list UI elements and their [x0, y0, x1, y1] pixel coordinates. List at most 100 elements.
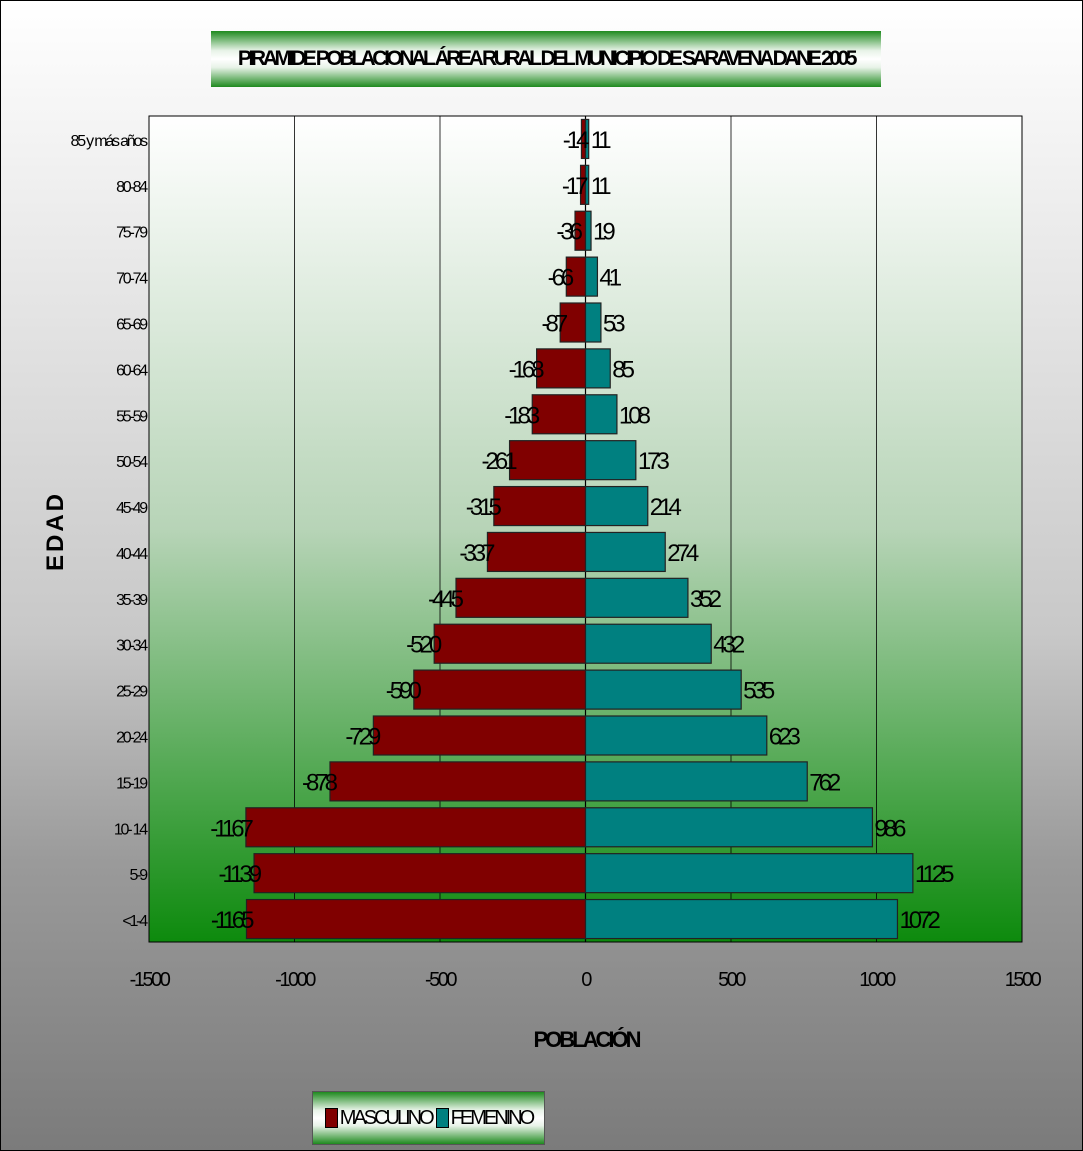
data-label-masculino: -168: [509, 356, 545, 383]
bar-masculino: [531, 394, 587, 435]
data-label-masculino: -1167: [210, 815, 253, 842]
legend-item-femenino: FEMENINO: [435, 1106, 536, 1130]
y-axis-label: EDAD: [42, 490, 69, 572]
y-tick-label: 80-84: [116, 179, 148, 196]
x-tick-label: -1500: [130, 969, 171, 991]
bar-masculino: [245, 898, 587, 940]
bars: [245, 118, 914, 940]
y-tick-labels: 85 y más años 80-84 75-79 70-74 65-69 60-64 55…: [71, 133, 151, 930]
bar-femenino: [584, 348, 611, 389]
y-tick-label: 50-54: [116, 454, 148, 471]
bar-femenino: [584, 531, 666, 573]
data-label-femenino: 986: [874, 815, 906, 842]
y-tick-label: 45-49: [116, 500, 148, 517]
data-label-masculino: -590: [386, 678, 422, 705]
x-tick-label: 1000: [859, 969, 896, 991]
y-tick-label: 30-34: [116, 638, 148, 655]
legend-label-masculino: MASCULINO: [339, 1106, 435, 1129]
data-label-masculino: -261: [482, 448, 518, 475]
legend-item-masculino: MASCULINO: [324, 1106, 435, 1130]
bar-masculino: [329, 761, 587, 802]
x-tick-label: 500: [718, 969, 746, 991]
chart-title: PIRAMIDE POBLACIONAL ÁREA RURAL DEL MUNI…: [237, 47, 858, 70]
data-label-masculino: -183: [504, 402, 540, 429]
x-tick-label: -500: [425, 969, 457, 991]
bar-femenino: [584, 164, 590, 205]
data-label-femenino: 274: [667, 540, 699, 567]
data-label-femenino: 762: [809, 769, 841, 796]
bar-masculino: [253, 853, 587, 894]
data-label-masculino: -14: [563, 127, 589, 154]
bar-femenino: [584, 485, 649, 527]
bar-masculino: [536, 348, 587, 389]
bar-masculino: [493, 485, 587, 527]
bar-femenino: [584, 623, 712, 664]
y-tick-label: 5-9: [129, 867, 148, 884]
bar-femenino: [584, 715, 768, 756]
data-label-masculino: -17: [562, 173, 588, 200]
data-label-masculino: -1165: [211, 907, 254, 934]
legend-swatch-masculino: [324, 1108, 338, 1128]
bar-masculino: [455, 577, 587, 618]
data-label-femenino: 173: [638, 448, 670, 475]
bar-femenino: [584, 210, 592, 251]
data-label-femenino: 108: [619, 402, 651, 429]
data-label-masculino: -337: [459, 540, 495, 567]
x-tick-label: -1000: [275, 969, 316, 991]
bar-femenino: [584, 302, 602, 343]
bar-femenino: [584, 853, 914, 894]
gridlines: [294, 116, 877, 942]
y-tick-label: 35-39: [116, 592, 148, 609]
bar-masculino: [508, 440, 587, 481]
y-tick-label: 25-29: [116, 684, 148, 701]
y-tick-label: 55-59: [116, 408, 148, 425]
chart-title-box: PIRAMIDE POBLACIONAL ÁREA RURAL DEL MUNI…: [211, 31, 881, 87]
y-tick-label: 65-69: [116, 317, 148, 334]
bar-masculino: [372, 715, 587, 756]
x-tick-label: 1500: [1005, 969, 1042, 991]
data-label-femenino: 352: [690, 586, 722, 613]
data-label-masculino: -66: [548, 265, 574, 292]
data-label-masculino: -1139: [218, 861, 261, 888]
data-label-masculino: -520: [406, 632, 442, 659]
y-tick-label: 10- 14: [114, 821, 148, 838]
bar-femenino: [584, 669, 742, 710]
bar-masculino: [433, 623, 587, 664]
bar-femenino: [584, 761, 808, 802]
data-label-femenino: 623: [769, 724, 801, 751]
bar-femenino: [584, 256, 599, 297]
data-label-masculino: -315: [466, 494, 502, 521]
data-label-femenino: 214: [650, 494, 682, 521]
y-tick-label: 70-74: [116, 271, 148, 288]
bar-masculino: [559, 302, 587, 343]
y-tick-label: 85 y más años: [71, 133, 149, 150]
x-tick-labels: -1500 -1000 -500 0 500 1000 1500: [130, 969, 1044, 991]
data-label-masculino: -87: [541, 311, 567, 338]
y-tick-label: 75-79: [116, 225, 148, 242]
data-label-femenino: 535: [743, 678, 775, 705]
y-tick-label: 60-64: [116, 362, 148, 379]
data-label-masculino: -445: [428, 586, 464, 613]
bar-masculino: [245, 807, 587, 848]
data-label-femenino: 1072: [899, 907, 940, 934]
bar-femenino: [584, 118, 590, 160]
bar-masculino: [486, 531, 587, 573]
y-tick-label: 15-19: [116, 775, 148, 792]
bar-femenino: [584, 577, 689, 618]
x-axis-label: POBLACIÓN: [534, 1027, 641, 1052]
y-tick-label: 40-44: [116, 546, 148, 563]
data-label-femenino: 432: [713, 632, 745, 659]
x-tick-label: 0: [581, 969, 592, 991]
bar-femenino: [584, 807, 874, 848]
y-tick-label: <1-4: [122, 913, 148, 930]
bar-femenino: [584, 440, 637, 481]
data-label-femenino: 1125: [915, 861, 954, 888]
bar-femenino: [584, 394, 618, 435]
legend-swatch-femenino: [435, 1108, 449, 1128]
legend-label-femenino: FEMENINO: [450, 1106, 536, 1129]
bar-femenino: [584, 898, 899, 940]
legend: MASCULINO FEMENINO: [312, 1091, 545, 1145]
y-tick-label: 20-24: [116, 730, 148, 747]
bar-masculino: [413, 669, 587, 710]
